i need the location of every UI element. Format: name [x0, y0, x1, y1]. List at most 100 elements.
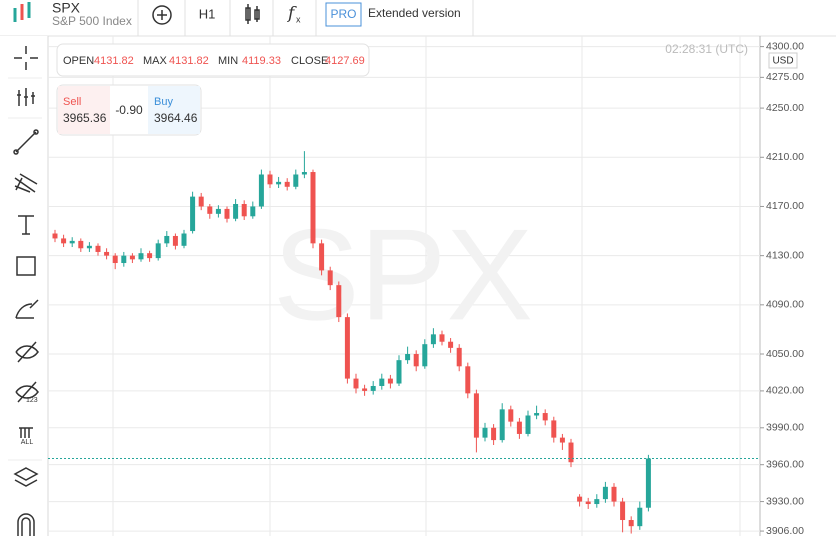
left-toolbar	[0, 36, 48, 536]
candle-body	[534, 413, 540, 416]
y-tick-label: 3960.00	[766, 458, 804, 470]
candle-body	[207, 206, 213, 214]
y-tick-label: 4130.00	[766, 249, 804, 261]
candle-body	[319, 243, 325, 271]
fib-tool[interactable]	[14, 173, 38, 193]
indicator-tool[interactable]	[17, 88, 35, 106]
delete-all-tool[interactable]: ALL	[19, 427, 34, 446]
candle-body	[276, 181, 282, 185]
candle-body	[224, 208, 230, 219]
candle-body	[344, 317, 350, 379]
candle-body	[491, 427, 497, 441]
logo	[13, 2, 31, 22]
buy-button[interactable]	[148, 86, 200, 134]
candle-body	[353, 378, 359, 389]
y-tick-label: 4090.00	[766, 299, 804, 311]
close-label: CLOSE	[291, 55, 328, 67]
candle-body	[267, 174, 273, 185]
candle-body	[181, 233, 187, 246]
symbol: SPX	[52, 0, 81, 16]
layers-tool[interactable]	[13, 467, 39, 487]
candle-body	[138, 253, 144, 260]
candle-body	[387, 378, 393, 384]
symbol-name: S&P 500 Index	[52, 14, 132, 28]
pro-label[interactable]: PRO	[330, 7, 356, 21]
buy-label[interactable]: Buy	[154, 96, 173, 108]
candle-body	[155, 243, 161, 259]
candle-body	[129, 255, 135, 260]
svg-text:123: 123	[26, 397, 38, 404]
candle-body	[439, 334, 445, 342]
hide-drawings-tool[interactable]	[15, 341, 39, 363]
y-tick-label: 3990.00	[766, 422, 804, 434]
interval-button[interactable]: H1	[199, 6, 216, 21]
candle-body	[233, 204, 239, 219]
text-tool[interactable]	[18, 215, 34, 235]
candle-body	[241, 204, 247, 217]
candle-body	[525, 415, 531, 434]
spread: -0.90	[115, 103, 143, 117]
svg-text:x: x	[296, 14, 301, 24]
candle-body	[516, 421, 522, 434]
line-tool[interactable]	[13, 129, 39, 155]
shape-tool[interactable]	[16, 256, 36, 276]
candle-body	[465, 366, 471, 394]
y-tick-label: 4210.00	[766, 151, 804, 163]
indicators-button[interactable]: f x	[286, 4, 301, 25]
svg-text:ALL: ALL	[21, 439, 34, 446]
y-tick-label: 4300.00	[766, 40, 804, 52]
candle-body	[645, 458, 651, 508]
candle-body	[78, 240, 84, 249]
candle-body	[473, 393, 479, 438]
sell-price[interactable]: 3965.36	[63, 111, 107, 125]
candle-body	[370, 385, 376, 391]
min-label: MIN	[218, 55, 238, 67]
candles	[48, 151, 760, 534]
candle-body	[104, 251, 110, 256]
candle-body	[559, 437, 565, 443]
candle-body	[112, 255, 118, 264]
candle-body	[396, 360, 402, 384]
candle-body	[430, 334, 436, 345]
candle-body	[86, 245, 92, 249]
extended-version[interactable]: Extended version	[368, 6, 461, 20]
candle-body	[284, 181, 290, 187]
watermark: SPX	[273, 201, 533, 347]
candle-body	[637, 507, 643, 527]
candle-body	[250, 206, 256, 217]
pro-badge[interactable]	[325, 2, 362, 27]
candle-body	[293, 174, 299, 187]
candle-body	[611, 486, 617, 502]
candle-body	[172, 235, 178, 246]
candle-body	[482, 427, 488, 438]
candle-body	[585, 501, 591, 505]
candle-body	[147, 253, 153, 259]
y-tick-label: 4275.00	[766, 71, 804, 83]
candle-body	[327, 270, 333, 286]
max-value: 4131.82	[169, 55, 209, 67]
candle-body	[577, 496, 583, 502]
candle-body	[379, 378, 385, 386]
top-bar	[0, 0, 836, 36]
candle-body	[215, 208, 221, 214]
chart-type-button[interactable]	[245, 4, 260, 24]
crosshair-tool[interactable]	[14, 46, 38, 70]
candle-body	[95, 245, 101, 252]
max-label: MAX	[143, 55, 168, 67]
candle-body	[61, 238, 67, 244]
brush-tool[interactable]	[15, 299, 39, 319]
open-value: 4131.82	[94, 55, 134, 67]
candle-body	[52, 233, 58, 239]
y-tick-label: 4050.00	[766, 348, 804, 360]
y-tick-label: 4020.00	[766, 385, 804, 397]
candle-body	[310, 172, 316, 244]
hide-labels-tool[interactable]: 123	[15, 381, 39, 404]
buy-price[interactable]: 3964.46	[154, 111, 198, 125]
sell-label[interactable]: Sell	[63, 96, 81, 108]
magnet-tool[interactable]	[17, 513, 35, 536]
sell-button[interactable]	[58, 86, 110, 134]
add-indicator-button[interactable]	[152, 5, 172, 25]
clock: 02:28:31 (UTC)	[665, 42, 748, 56]
ohlc-box	[56, 43, 370, 77]
